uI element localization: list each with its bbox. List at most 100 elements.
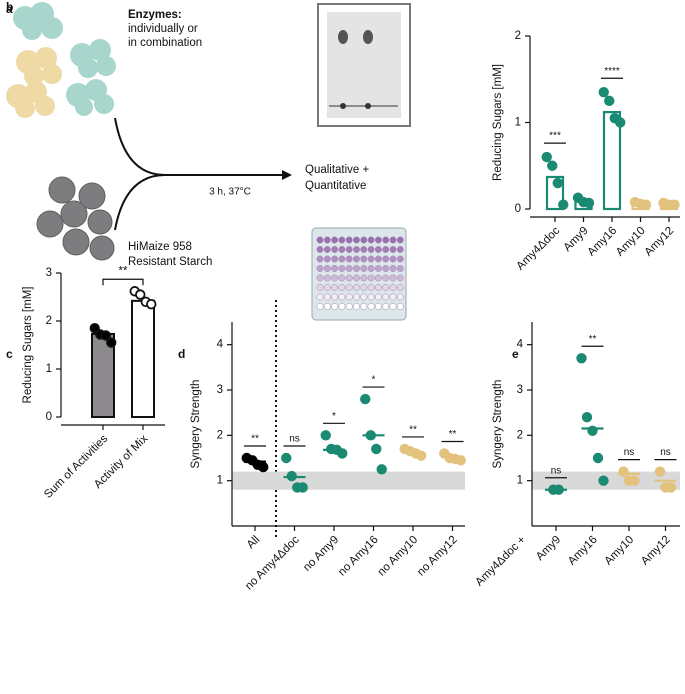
significance-label: **** bbox=[604, 66, 620, 77]
significance-label: ** bbox=[449, 429, 457, 440]
significance-label: ns bbox=[551, 465, 562, 476]
well bbox=[338, 246, 346, 253]
data-point bbox=[598, 475, 609, 486]
well bbox=[331, 265, 339, 272]
data-point bbox=[146, 299, 157, 310]
y-tick-label: 3 bbox=[46, 267, 52, 279]
well bbox=[353, 246, 360, 253]
significance-label: ns bbox=[289, 434, 300, 445]
y-tick-label: 2 bbox=[517, 429, 523, 441]
data-point bbox=[100, 330, 111, 341]
well bbox=[367, 246, 375, 253]
well bbox=[316, 236, 324, 244]
x-tick-label: Amy10 bbox=[614, 225, 648, 259]
well bbox=[382, 246, 390, 253]
data-point bbox=[583, 197, 595, 209]
data-point bbox=[553, 484, 564, 495]
bar bbox=[602, 111, 622, 211]
y-tick-label: 1 bbox=[217, 475, 223, 487]
x-tick-label: Amy12 bbox=[639, 534, 673, 568]
well bbox=[345, 236, 353, 244]
well bbox=[374, 303, 382, 310]
output-text: Qualitative + bbox=[305, 164, 370, 176]
well bbox=[338, 265, 346, 272]
y-tick-label: 0 bbox=[515, 203, 521, 215]
well bbox=[389, 274, 397, 282]
well bbox=[367, 293, 375, 301]
significance-label: ** bbox=[409, 425, 417, 436]
y-tick-label: 4 bbox=[517, 339, 524, 351]
x-tick-label: Amy10 bbox=[602, 534, 636, 568]
well bbox=[316, 265, 324, 272]
well bbox=[367, 255, 375, 263]
well bbox=[323, 246, 331, 253]
data-point bbox=[618, 466, 629, 477]
well bbox=[353, 255, 360, 263]
well bbox=[360, 255, 368, 263]
well bbox=[323, 284, 331, 291]
well bbox=[374, 265, 382, 272]
y-axis-label: Reducing Sugars [mM] bbox=[22, 287, 34, 404]
well bbox=[389, 293, 397, 301]
enzymes-text: in combination bbox=[128, 37, 202, 49]
well bbox=[367, 274, 375, 282]
well bbox=[396, 265, 404, 272]
x-tick-label: no Amy9 bbox=[301, 534, 341, 574]
well bbox=[389, 236, 397, 244]
y-tick-label: 0 bbox=[46, 411, 52, 423]
well bbox=[345, 246, 353, 253]
well bbox=[396, 293, 404, 301]
well bbox=[374, 246, 382, 253]
data-point bbox=[258, 461, 269, 473]
data-point bbox=[558, 199, 569, 210]
significance-label: ** bbox=[251, 434, 259, 445]
well bbox=[367, 303, 375, 310]
well bbox=[316, 303, 324, 310]
y-axis-label: Syngery Strength bbox=[190, 380, 202, 469]
significance-label: ** bbox=[119, 265, 128, 277]
well bbox=[389, 246, 397, 253]
data-point bbox=[360, 393, 371, 405]
y-tick-label: 2 bbox=[217, 429, 223, 441]
data-point bbox=[592, 452, 604, 464]
data-point bbox=[598, 87, 609, 98]
well bbox=[338, 255, 346, 263]
significance-label: ** bbox=[589, 334, 597, 345]
data-point bbox=[286, 470, 297, 482]
panel-label: b bbox=[6, 0, 13, 14]
y-tick-label: 2 bbox=[46, 315, 52, 327]
well bbox=[316, 255, 324, 263]
reference-band bbox=[232, 471, 465, 490]
well bbox=[353, 303, 360, 310]
substrate-text: HiMaize 958 bbox=[128, 241, 192, 253]
well bbox=[331, 303, 339, 310]
well bbox=[323, 274, 331, 282]
well bbox=[323, 303, 331, 310]
data-point bbox=[416, 450, 427, 461]
bar bbox=[131, 299, 155, 418]
data-point bbox=[547, 160, 558, 171]
well bbox=[360, 293, 368, 301]
well bbox=[345, 265, 353, 272]
enzyme-icons bbox=[6, 2, 116, 118]
well-plate bbox=[311, 227, 407, 321]
well bbox=[382, 274, 390, 282]
y-tick-label: 4 bbox=[217, 339, 224, 351]
x-prefix-label: Amy4Δdoc + bbox=[473, 534, 528, 589]
well bbox=[374, 274, 382, 282]
well bbox=[382, 284, 390, 291]
data-point bbox=[581, 412, 593, 423]
well bbox=[382, 293, 390, 301]
well bbox=[396, 236, 404, 244]
well bbox=[374, 255, 382, 263]
well bbox=[345, 284, 353, 291]
x-tick-label: Amy16 bbox=[585, 225, 619, 259]
well bbox=[367, 265, 375, 272]
x-tick-label: Amy4Δdoc bbox=[514, 225, 562, 273]
data-point bbox=[376, 464, 387, 475]
well bbox=[389, 303, 397, 310]
well bbox=[367, 284, 375, 291]
well bbox=[323, 293, 331, 301]
panel-label: c bbox=[6, 347, 13, 361]
